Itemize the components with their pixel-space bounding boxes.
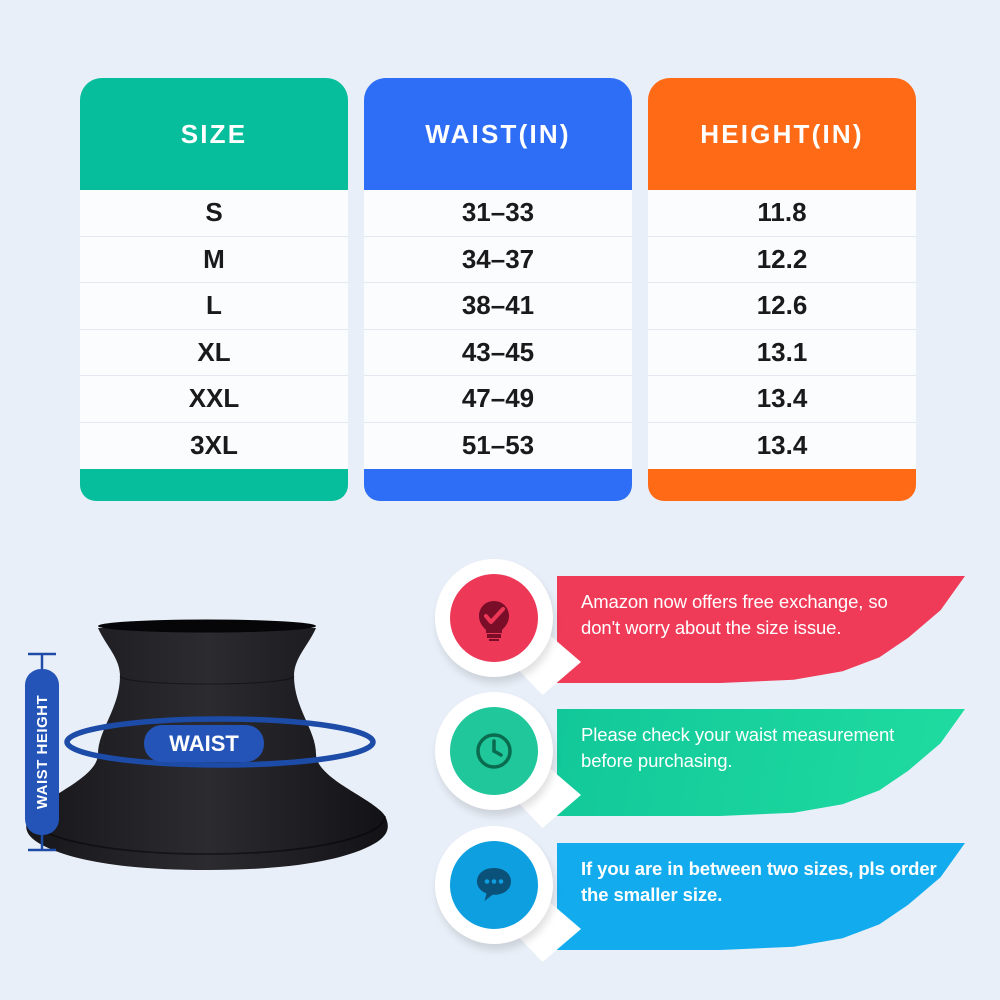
svg-text:WAIST HEIGHT: WAIST HEIGHT [34, 695, 51, 809]
svg-text:WAIST: WAIST [169, 731, 239, 756]
